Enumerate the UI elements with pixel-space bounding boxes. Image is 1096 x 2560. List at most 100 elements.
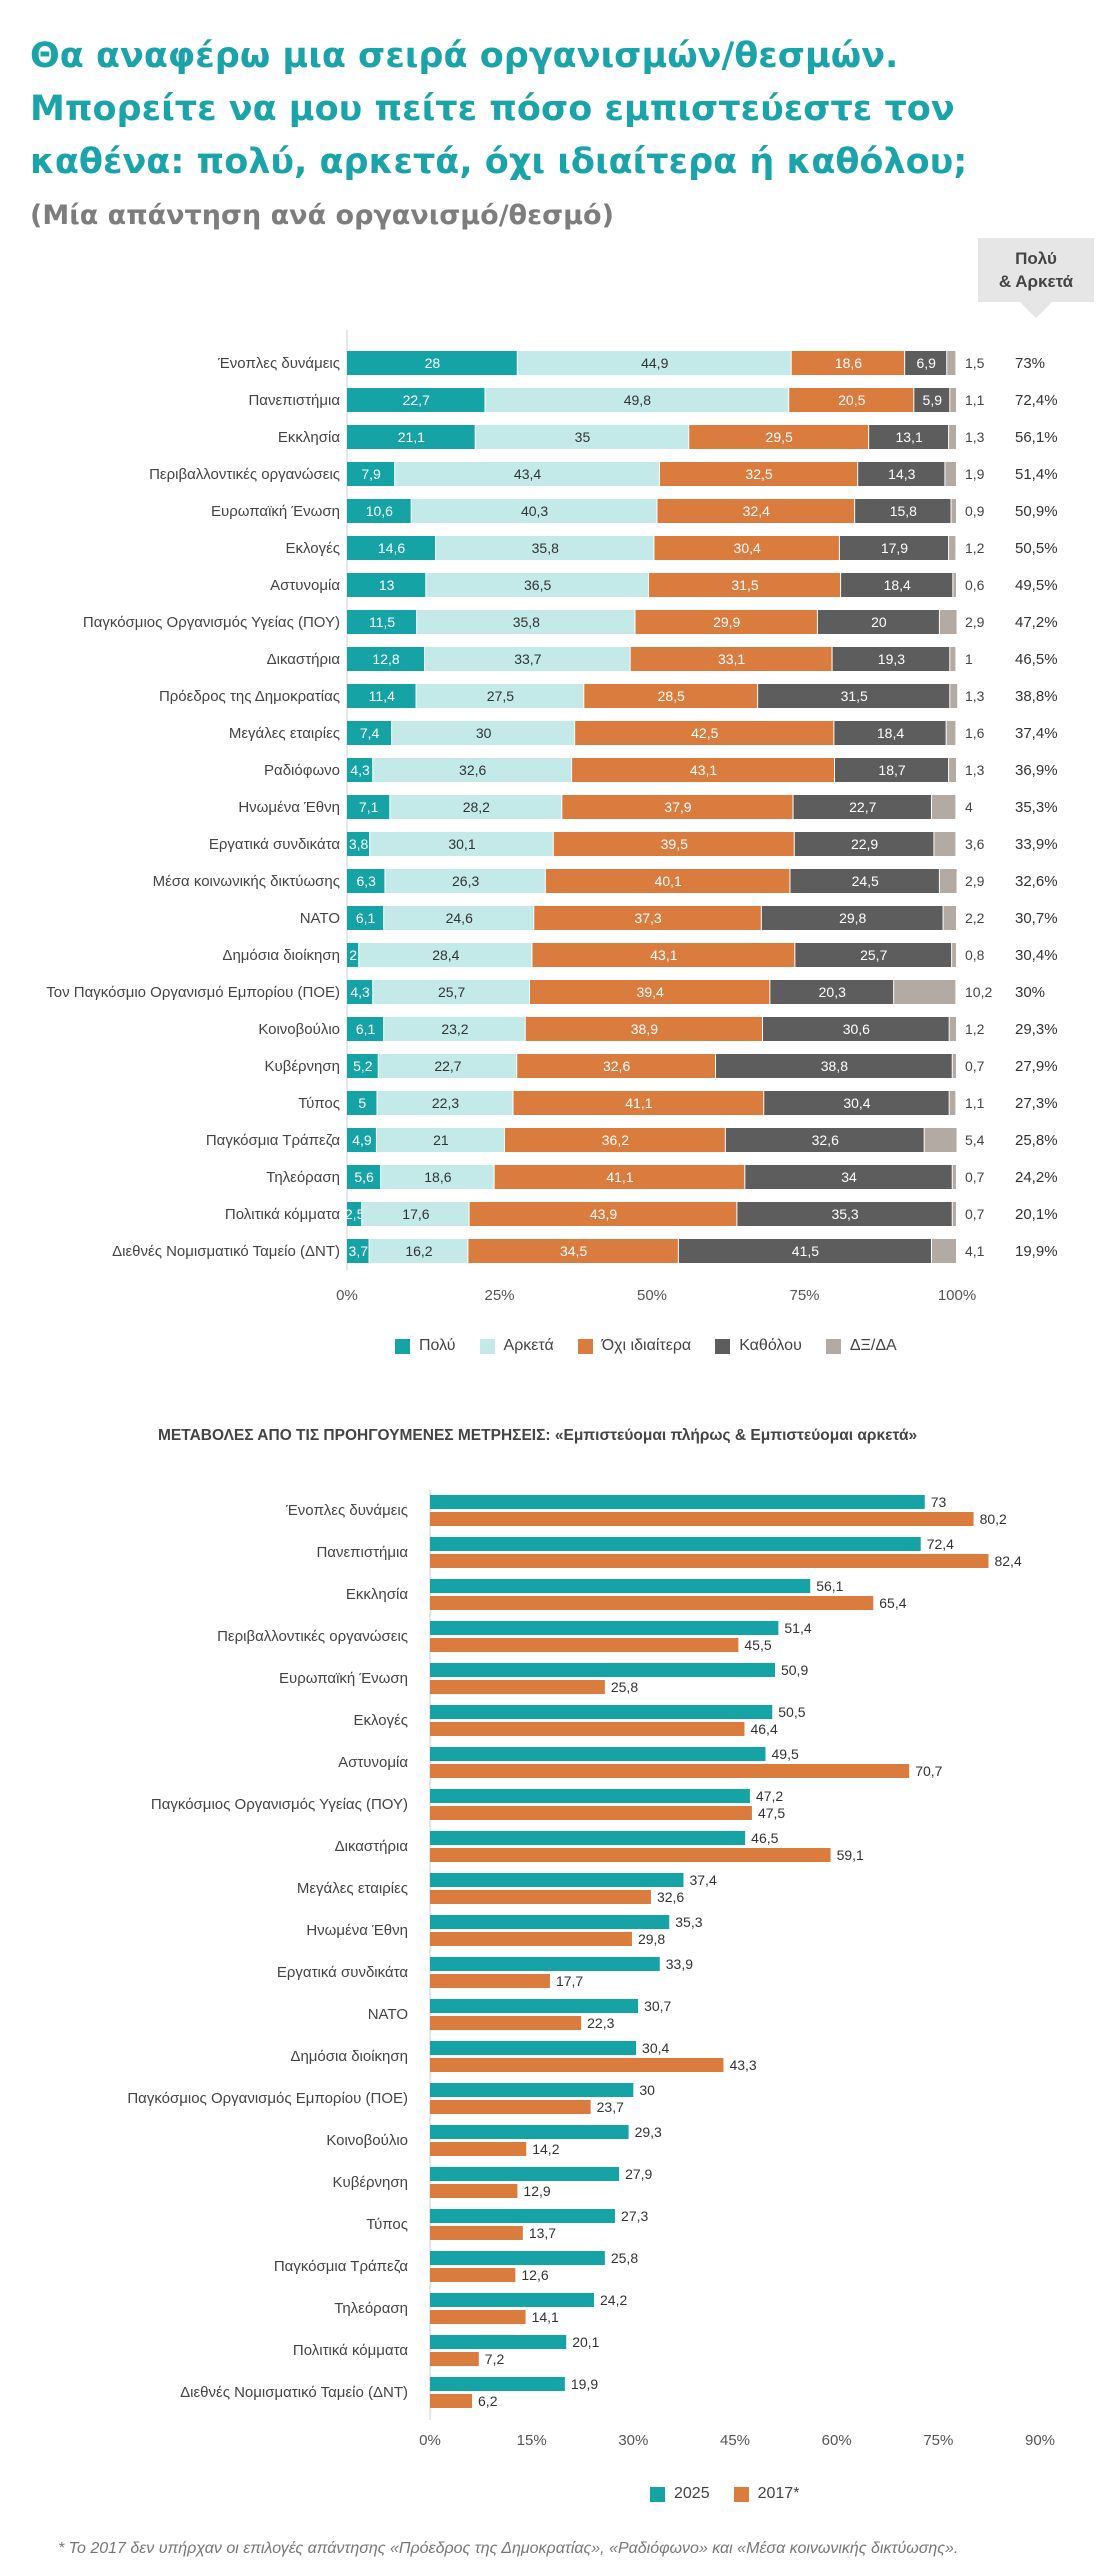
legend-swatch: [395, 1338, 410, 1354]
category-label: Ευρωπαϊκή Ένωση: [211, 503, 340, 520]
dk-na-label: 0,7: [965, 1206, 985, 1222]
data-label: 10,6: [366, 503, 393, 519]
category-label: Πολιτικά κόμματα: [293, 2342, 408, 2359]
stacked-trust-chart: 0% 25% 50% 75% 100%Ένοπλες δυνάμεις 28 44,9 18,…: [46, 330, 1058, 1304]
bar-2025: [430, 1831, 746, 1845]
dk-na-label: 1,3: [965, 429, 985, 445]
x-tick-label: 15%: [517, 2432, 547, 2449]
bar-2025: [430, 1621, 779, 1635]
bar-segment-αρκετά: [377, 1091, 513, 1115]
total-label: 35,3%: [1015, 799, 1058, 816]
data-label: 4,3: [350, 984, 370, 1000]
bar-2025: [430, 2251, 605, 2265]
bar-segment-καθόλου: [761, 906, 943, 930]
data-label: 30,7: [644, 1998, 671, 2014]
category-label: Ηνωμένα Έθνη: [238, 799, 340, 816]
data-label: 3,7: [349, 1243, 369, 1259]
bar-2017: [430, 1680, 605, 1694]
bar-2017: [430, 2016, 582, 2030]
bar-segment-όχι-ιδιαίτερα: [630, 647, 832, 671]
data-label: 24,6: [446, 910, 473, 926]
bar-segment-καθόλου: [758, 684, 950, 708]
category-label: Ηνωμένα Έθνη: [306, 1922, 408, 1939]
data-label: 21,1: [398, 429, 425, 445]
dk-na-label: 5,4: [965, 1132, 985, 1148]
legend-item-πολύ: Πολύ: [395, 1337, 456, 1355]
total-label: 24,2%: [1015, 1169, 1058, 1186]
bar-segment-καθόλου: [841, 573, 953, 597]
bar-segment-καθόλου: [745, 1165, 952, 1189]
bar-segment-δξ-δα: [952, 1165, 956, 1189]
legend-label: Όχι ιδιαίτερα: [601, 1337, 692, 1354]
data-label: 35,3: [831, 1206, 858, 1222]
bar-2017: [430, 1596, 874, 1610]
data-label: 38,8: [821, 1058, 848, 1074]
total-label: 50,5%: [1015, 540, 1058, 557]
total-label: 73%: [1015, 355, 1045, 372]
total-label: 19,9%: [1015, 1243, 1058, 1260]
bar-segment-πολύ: [347, 388, 485, 412]
total-label: 25,8%: [1015, 1132, 1058, 1149]
data-label: 37,3: [634, 910, 661, 926]
bar-segment-όχι-ιδιαίτερα: [525, 1017, 763, 1041]
category-label: Εργατικά συνδικάτα: [209, 836, 340, 853]
category-label: Τύπος: [366, 2216, 408, 2233]
data-label: 22,3: [587, 2015, 614, 2031]
data-label: 30,6: [843, 1021, 870, 1037]
bar-2017: [430, 2352, 479, 2366]
data-label: 22,3: [432, 1095, 459, 1111]
bar-segment-δξ-δα: [939, 869, 957, 893]
bar-segment-αρκετά: [378, 1054, 517, 1078]
x-tick-label: 0%: [336, 1287, 358, 1304]
legend-swatch: [479, 1338, 495, 1354]
bar-2025: [430, 1915, 670, 1929]
data-label: 18,6: [835, 355, 862, 371]
x-tick-label: 100%: [938, 1287, 976, 1304]
data-label: 3,8: [349, 836, 369, 852]
category-label: Παγκόσμιος Οργανισμός Υγείας (ΠΟΥ): [83, 614, 340, 631]
data-label: 5,2: [353, 1058, 373, 1074]
dk-na-label: 1,3: [965, 688, 985, 704]
legend-swatch: [577, 1338, 593, 1354]
category-label: Περιβαλλοντικές οργανώσεις: [149, 466, 340, 483]
category-label: Ευρωπαϊκή Ένωση: [279, 1670, 408, 1687]
data-label: 41,5: [792, 1243, 819, 1259]
bar-segment-όχι-ιδιαίτερα: [468, 1239, 678, 1263]
category-label: Δικαστήρια: [335, 1838, 409, 1855]
data-label: 33,9: [666, 1956, 693, 1972]
bar-segment-αρκετά: [416, 684, 584, 708]
data-label: 22,7: [403, 392, 430, 408]
data-label: 29,3: [635, 2124, 662, 2140]
total-label: 50,9%: [1015, 503, 1058, 520]
data-label: 5,6: [354, 1169, 374, 1185]
data-label: 27,9: [625, 2166, 652, 2182]
bar-2017: [430, 1638, 739, 1652]
bar-segment-αρκετά: [425, 647, 630, 671]
data-label: 19,9: [571, 2376, 598, 2392]
bar-segment-αρκετά: [436, 536, 654, 560]
bar-segment-καθόλου: [764, 1091, 949, 1115]
data-label: 30,1: [448, 836, 475, 852]
data-label: 38,9: [631, 1021, 658, 1037]
total-header-line1: Πολύ: [1015, 249, 1057, 268]
bar-segment-αρκετά: [376, 1128, 504, 1152]
data-label: 41,1: [625, 1095, 652, 1111]
data-label: 65,4: [879, 1595, 906, 1611]
data-label: 32,6: [812, 1132, 839, 1148]
bar-segment-όχι-ιδιαίτερα: [532, 943, 795, 967]
bar-segment-αρκετά: [384, 1017, 525, 1041]
bar-segment-καθόλου: [770, 980, 894, 1004]
page-subtitle: (Μία απάντηση ανά οργανισμό/θεσμό): [30, 200, 614, 231]
legend-label: Καθόλου: [739, 1337, 802, 1354]
data-label: 28,2: [463, 799, 490, 815]
data-label: 24,5: [852, 873, 879, 889]
data-label: 30,4: [843, 1095, 870, 1111]
data-label: 29,8: [839, 910, 866, 926]
bar-segment-πολύ: [347, 647, 425, 671]
data-label: 13,7: [529, 2225, 556, 2241]
data-label: 25,7: [438, 984, 465, 1000]
bar-segment-καθόλου: [858, 462, 945, 486]
data-label: 20,1: [572, 2334, 599, 2350]
data-label: 7,1: [359, 799, 379, 815]
bar-segment-πολύ: [347, 351, 517, 375]
